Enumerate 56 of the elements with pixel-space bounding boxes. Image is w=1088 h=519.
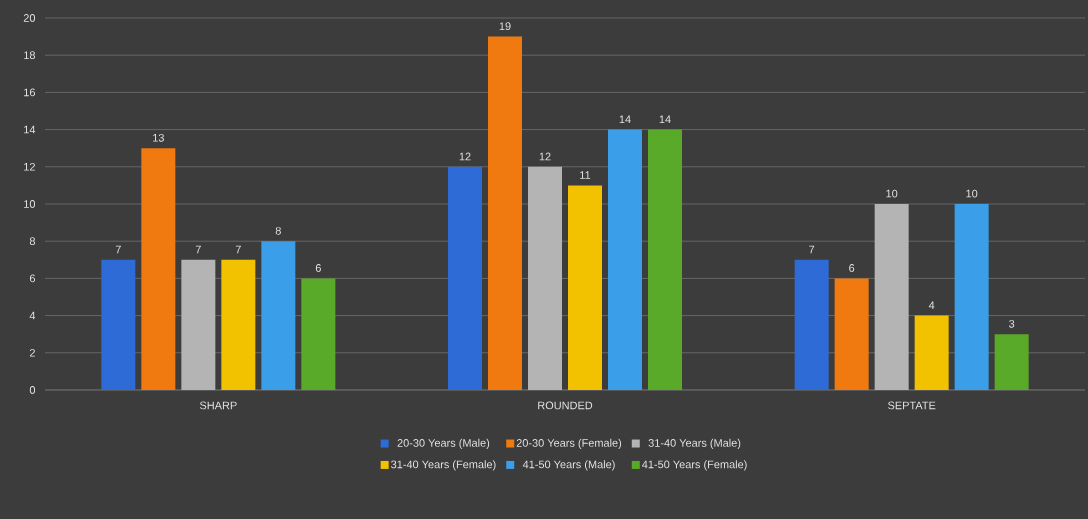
y-tick-label: 2 [29,348,35,357]
y-tick-label: 14 [24,125,36,134]
data-label: 8 [275,226,281,235]
y-tick-label: 12 [24,162,35,171]
bar [648,129,682,390]
y-tick-label: 10 [24,200,36,208]
bar [301,278,336,390]
bar [101,259,136,390]
y-tick-label: 18 [24,51,35,60]
data-label: 10 [966,189,978,198]
bar [488,36,523,390]
legend-label: 20-30 Years (Female) [516,438,622,450]
legend-label: 41-50 Years (Male) [522,460,615,471]
bar [834,278,869,390]
bar [794,259,829,390]
y-tick-label: 8 [29,237,35,246]
data-label: 11 [580,171,591,179]
data-label: 6 [849,264,855,272]
legend-label: 41-50 Years (Female) [642,460,747,471]
bar [141,148,176,390]
y-tick-label: 6 [29,274,35,283]
y-tick-label: 4 [29,311,36,320]
y-tick-label: 0 [29,386,36,394]
x-tick-label: SEPTATE [888,401,936,410]
y-tick-label: 20 [23,14,36,22]
bar [528,166,562,390]
data-label: 3 [1009,319,1015,328]
data-label: 19 [499,22,511,31]
bar [261,241,296,390]
data-label: 6 [315,264,321,272]
legend-label: 31-40 Years (Female) [391,460,496,471]
bar [221,259,256,390]
x-tick-label: ROUNDED [538,401,593,410]
bar [994,334,1029,390]
bar [954,203,989,390]
bar [914,315,949,390]
data-label: 14 [659,115,671,124]
y-tick-label: 16 [24,88,35,97]
legend-label: 20-30 Years (Male) [397,438,490,450]
bar [608,129,642,390]
bar [448,166,482,390]
data-label: 7 [195,245,201,254]
bar [181,259,216,390]
bar [568,185,602,390]
data-label: 10 [886,189,898,198]
data-label: 4 [928,301,935,310]
data-label: 12 [459,152,471,161]
data-label: 13 [153,133,164,142]
x-tick-label: SHARP [199,401,237,410]
data-label: 14 [619,115,631,124]
data-label: 7 [809,245,815,254]
data-label: 12 [539,152,551,161]
legend-label: 31-40 Years (Male) [648,438,741,450]
bar [874,203,909,390]
data-label: 7 [115,245,121,254]
data-label: 7 [235,245,241,254]
